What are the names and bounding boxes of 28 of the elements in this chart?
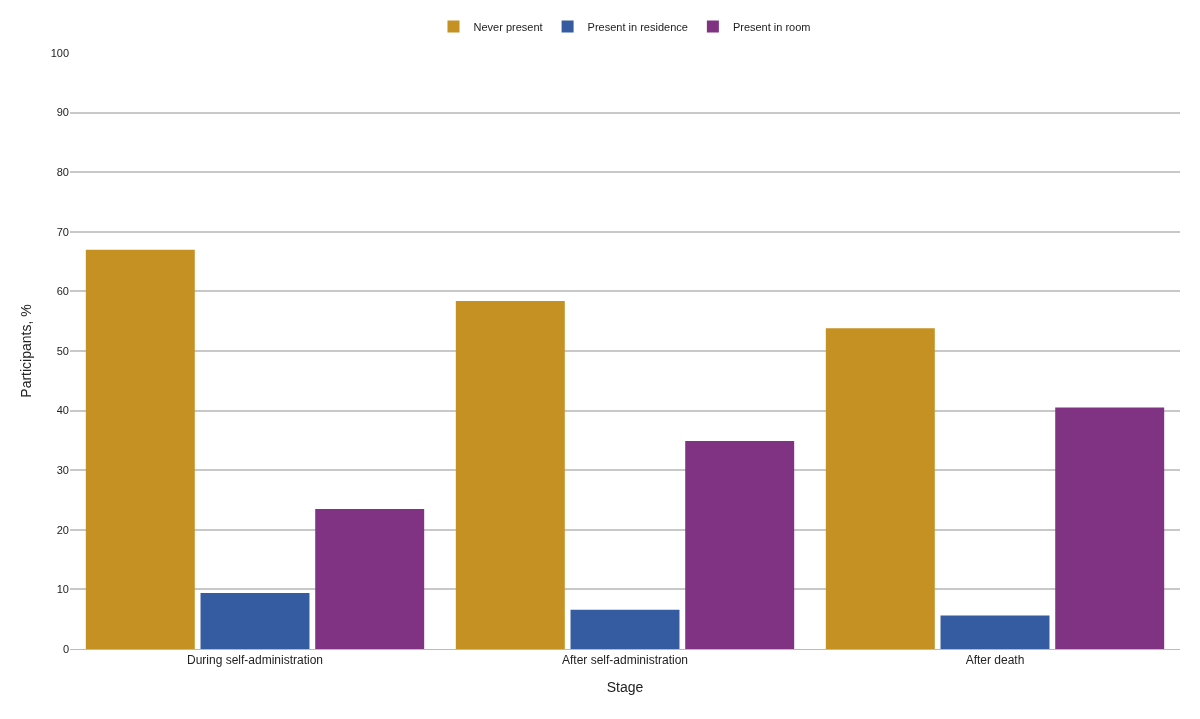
y-tick-label: 20	[56, 523, 69, 536]
y-tick-label: 70	[56, 225, 69, 238]
y-tick-label: 10	[56, 583, 69, 596]
bar	[1055, 407, 1165, 649]
legend-label: Present in residence	[587, 20, 688, 33]
bar	[825, 328, 935, 649]
bar	[940, 615, 1050, 649]
y-axis-title: Participants, %	[18, 304, 35, 398]
x-tick-label: During self-administration	[186, 653, 324, 668]
y-tick-label: 100	[50, 46, 69, 59]
x-tick-label: After self-administration	[561, 653, 689, 668]
legend-label: Never present	[473, 20, 543, 33]
y-tick-label: 0	[62, 642, 69, 655]
bar	[200, 592, 310, 649]
bar	[455, 300, 565, 649]
bar	[685, 441, 795, 649]
bar	[315, 508, 425, 649]
x-tick-label: After death	[965, 653, 1025, 668]
y-tick-label: 60	[56, 285, 69, 298]
x-axis-title: Stage	[606, 678, 644, 695]
y-tick-label: 90	[56, 106, 69, 119]
y-tick-label: 40	[56, 404, 69, 417]
legend-label: Present in room	[732, 20, 811, 33]
y-tick-label: 30	[56, 464, 69, 477]
y-tick-label: 50	[56, 344, 69, 357]
bar	[85, 249, 195, 649]
bar	[570, 609, 680, 649]
y-tick-label: 80	[56, 166, 69, 179]
